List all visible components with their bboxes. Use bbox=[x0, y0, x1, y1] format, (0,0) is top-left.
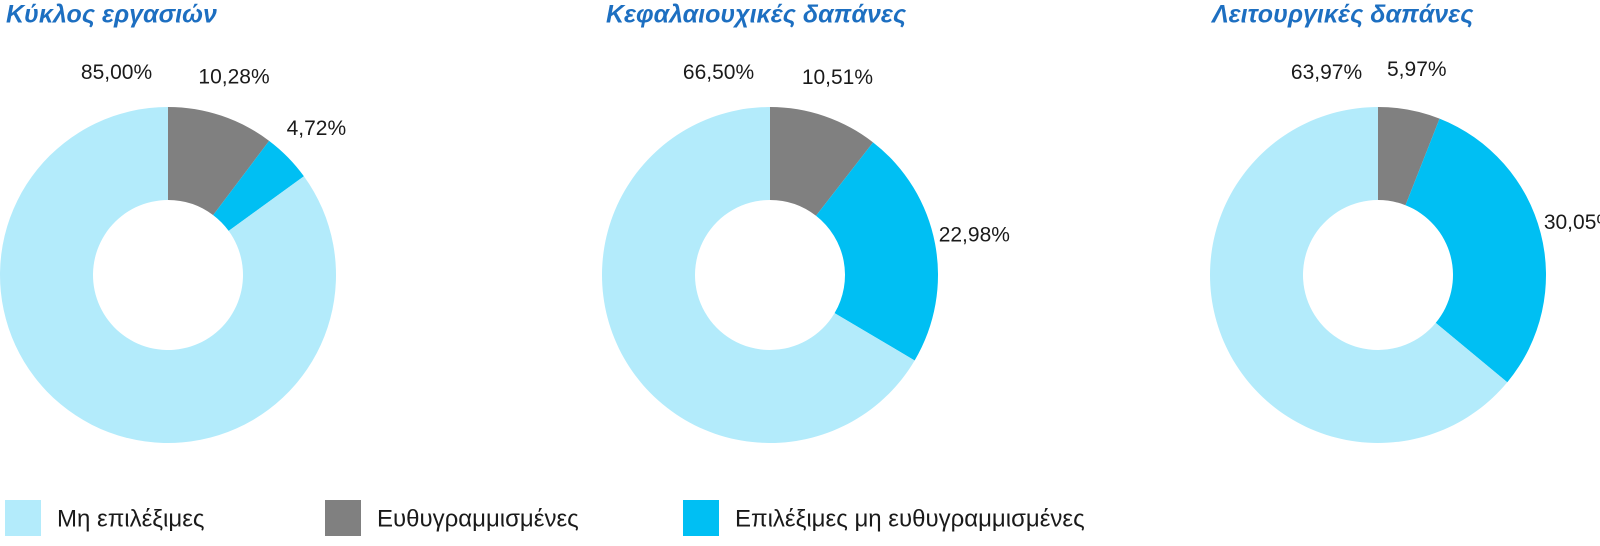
value-label: 63,97% bbox=[1291, 61, 1362, 84]
slice bbox=[816, 142, 939, 361]
chart-title: Κεφαλαιουχικές δαπάνες bbox=[606, 1, 907, 29]
slice bbox=[1378, 107, 1440, 206]
slice bbox=[602, 107, 915, 443]
slice bbox=[168, 107, 270, 216]
legend-label: Ευθυγραμμισμένες bbox=[377, 505, 579, 532]
slice bbox=[1405, 118, 1546, 383]
value-label: 22,98% bbox=[939, 224, 1010, 247]
value-label: 5,97% bbox=[1387, 58, 1447, 81]
value-label: 10,51% bbox=[802, 66, 873, 89]
slice bbox=[1209, 107, 1508, 443]
slice bbox=[0, 107, 337, 444]
slice bbox=[213, 140, 304, 231]
legend-label: Επιλέξιμες μη ευθυγραμμισμένες bbox=[735, 505, 1085, 532]
value-label: 10,28% bbox=[198, 65, 269, 88]
legend-swatch bbox=[683, 500, 719, 536]
value-label: 4,72% bbox=[287, 117, 347, 140]
value-label: 30,05% bbox=[1544, 211, 1600, 234]
value-label: 85,00% bbox=[81, 61, 152, 84]
legend-swatch bbox=[325, 500, 361, 536]
chart-title: Λειτουργικές δαπάνες bbox=[1210, 1, 1474, 29]
chart-title: Κύκλος εργασιών bbox=[6, 1, 217, 29]
slice bbox=[770, 107, 874, 216]
value-label: 66,50% bbox=[683, 61, 754, 84]
legend-swatch bbox=[5, 500, 41, 536]
legend-label: Μη επιλέξιμες bbox=[57, 505, 204, 532]
